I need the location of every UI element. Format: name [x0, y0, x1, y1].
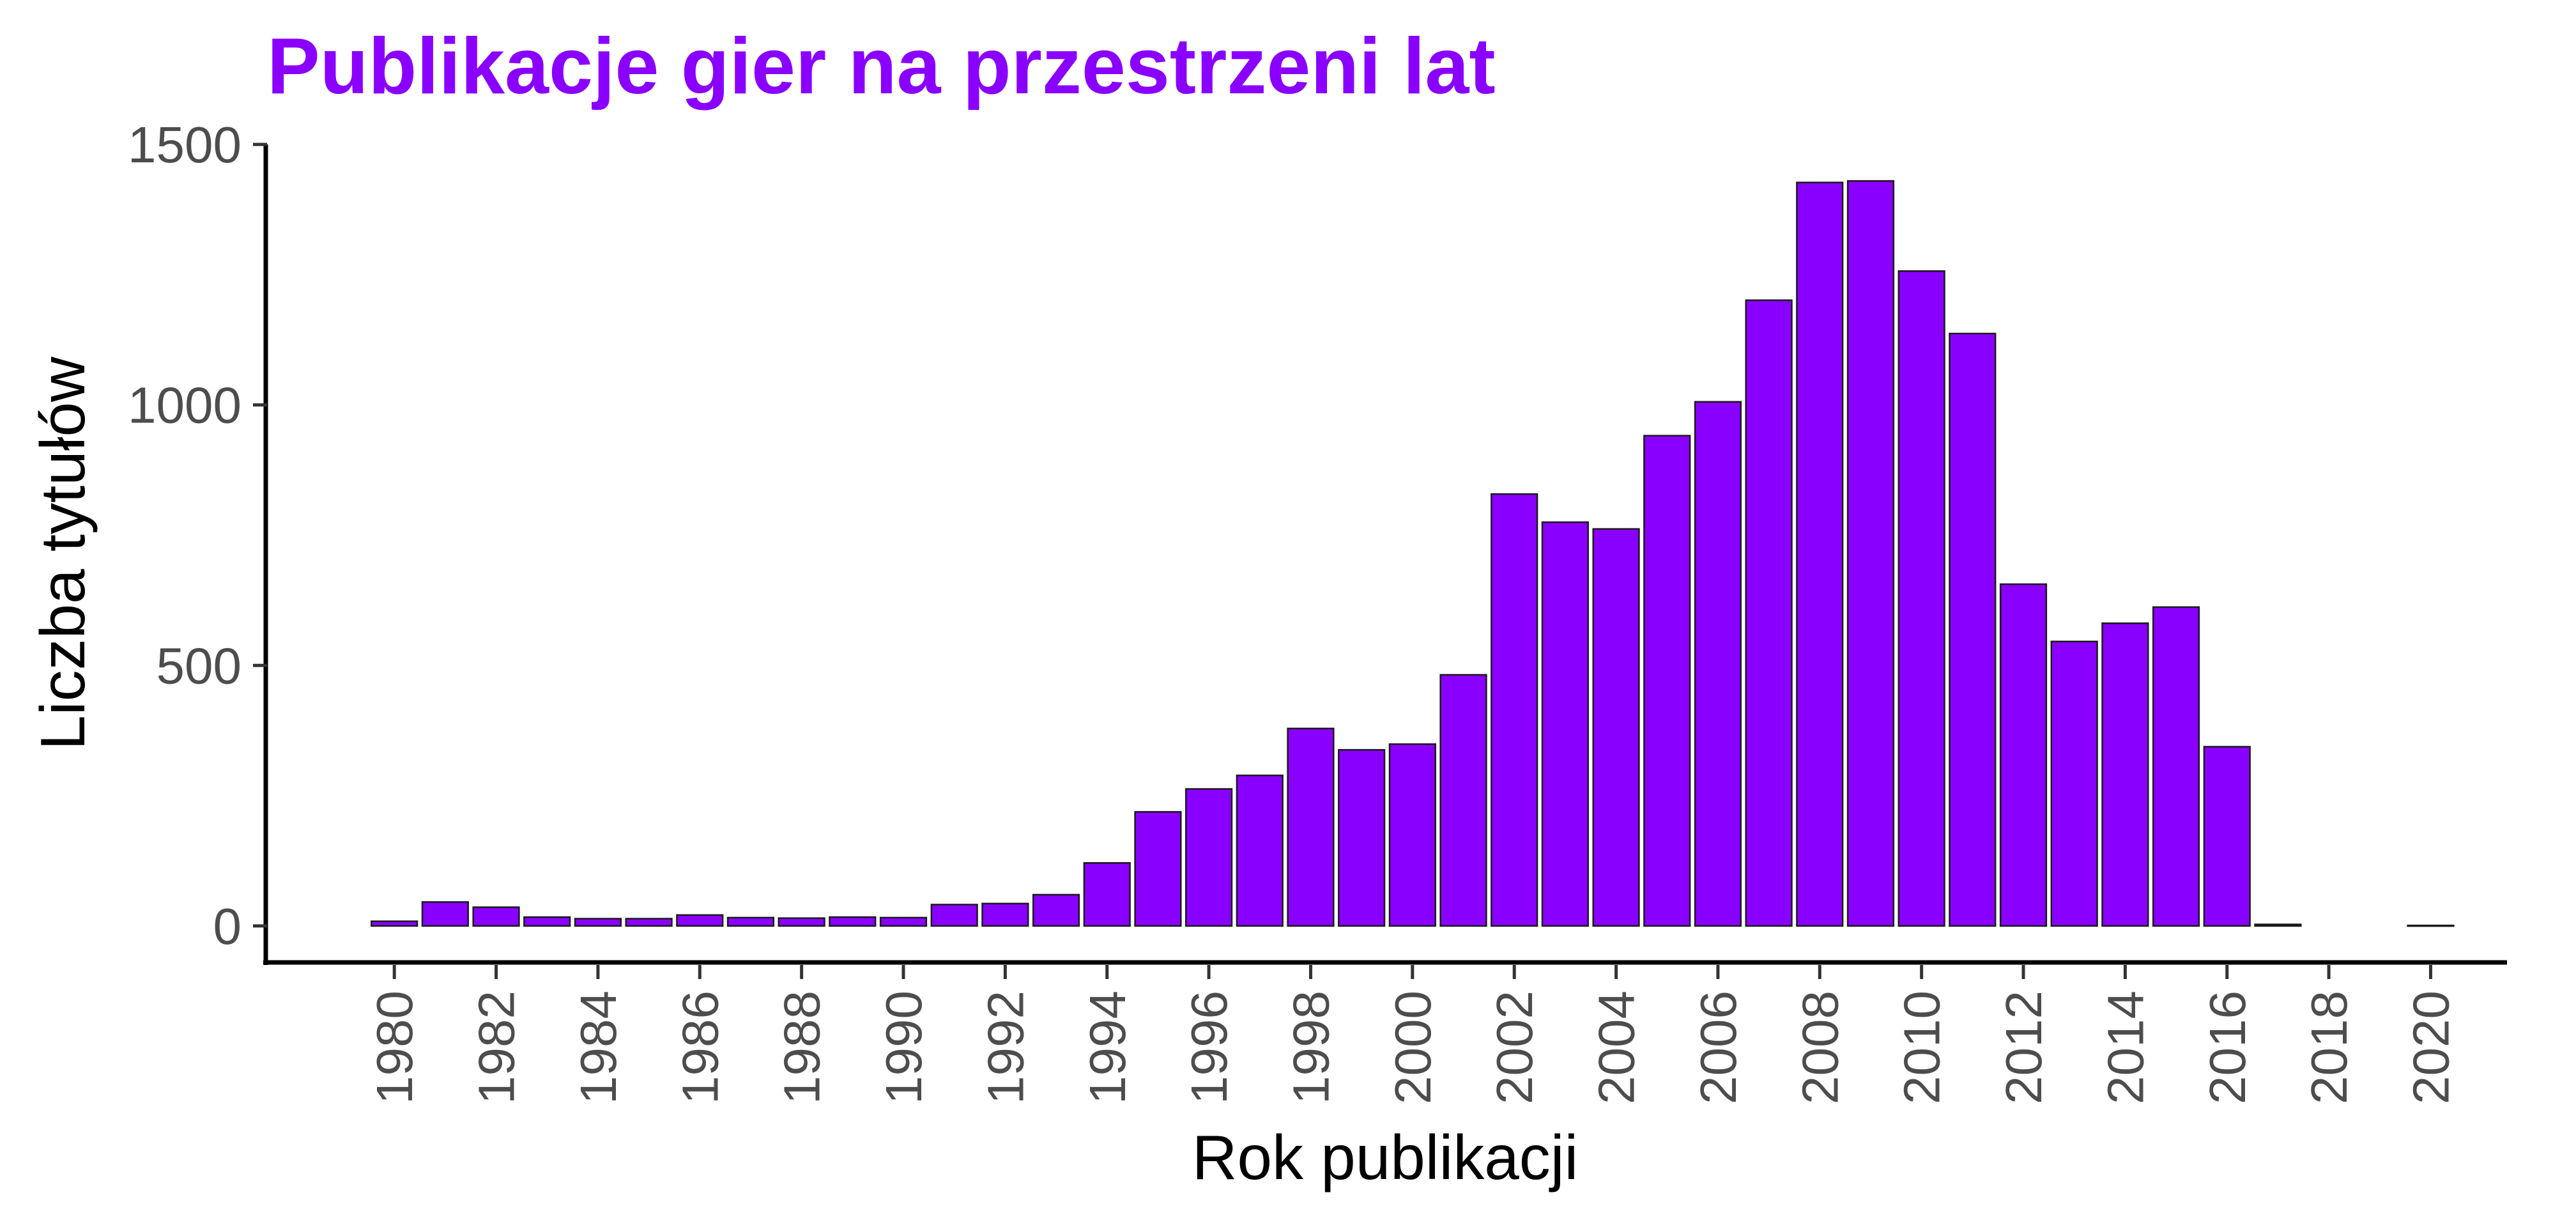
bar-1980 — [371, 920, 418, 927]
y-tick-label: 1000 — [128, 377, 241, 434]
x-tick-label: 1996 — [1181, 991, 1238, 1104]
bar-1988 — [778, 917, 825, 927]
x-tick-label: 2010 — [1894, 991, 1951, 1104]
x-tick-label: 2000 — [1384, 991, 1441, 1104]
x-tick-label: 2014 — [2097, 991, 2154, 1104]
bar-2003 — [1541, 521, 1589, 927]
bar-1990 — [879, 916, 928, 927]
bar-2004 — [1592, 528, 1640, 927]
x-tick-label: 1982 — [468, 991, 525, 1104]
bar-1995 — [1134, 811, 1182, 927]
bar-2017 — [2254, 923, 2302, 927]
bar-1981 — [421, 901, 469, 927]
bar-2006 — [1694, 401, 1742, 927]
x-tick-label: 1986 — [671, 991, 728, 1104]
y-tick-label: 500 — [157, 637, 241, 694]
bar-2012 — [1999, 583, 2048, 927]
bar-2008 — [1796, 181, 1844, 927]
x-tick-label: 1992 — [977, 991, 1034, 1104]
x-tick-label: 2016 — [2199, 991, 2256, 1104]
x-tick-label: 1988 — [774, 991, 831, 1104]
x-tick-label: 2012 — [1995, 991, 2052, 1104]
x-tick-label: 1980 — [366, 991, 423, 1104]
bars-group — [371, 180, 2455, 927]
bar-1984 — [574, 918, 622, 927]
x-tick-label: 2008 — [1791, 991, 1848, 1104]
bar-1998 — [1287, 727, 1335, 927]
bar-2011 — [1949, 332, 1997, 927]
bar-1992 — [981, 902, 1029, 927]
y-tick-label: 0 — [213, 898, 242, 955]
bar-1991 — [930, 904, 978, 927]
bar-1994 — [1083, 862, 1131, 927]
bar-1993 — [1032, 893, 1080, 927]
bar-1997 — [1236, 775, 1284, 927]
bar-1986 — [676, 914, 724, 927]
bar-2000 — [1388, 743, 1436, 927]
x-tick-label: 1994 — [1079, 991, 1136, 1104]
x-axis-title: Rok publikacji — [1192, 1122, 1579, 1192]
y-axis-title: Liczba tytułów — [27, 356, 98, 750]
bar-2001 — [1439, 674, 1487, 927]
bar-1989 — [829, 916, 877, 927]
chart-title: Publikacje gier na przestrzeni lat — [267, 22, 1496, 111]
bar-2014 — [2101, 622, 2149, 927]
bar-2002 — [1491, 493, 1538, 927]
bar-1985 — [625, 918, 673, 927]
bar-2020 — [2407, 924, 2455, 927]
y-axis-ticks: 0 500 1000 1500 — [128, 116, 267, 955]
x-tick-label: 1998 — [1282, 991, 1339, 1104]
bar-1983 — [523, 916, 571, 927]
x-tick-label: 2020 — [2402, 991, 2459, 1104]
y-tick-label: 1500 — [128, 116, 241, 173]
x-tick-label: 2018 — [2301, 991, 2358, 1104]
bar-2013 — [2050, 640, 2098, 927]
x-tick-label: 1990 — [875, 991, 932, 1104]
bar-2009 — [1846, 180, 1895, 927]
bar-2007 — [1745, 299, 1793, 927]
bar-1987 — [726, 916, 775, 927]
x-tick-label: 1984 — [570, 991, 627, 1104]
bar-2005 — [1643, 435, 1691, 927]
bar-2010 — [1897, 270, 1945, 927]
bar-2016 — [2203, 746, 2251, 927]
bar-1996 — [1185, 788, 1233, 927]
bar-2015 — [2152, 606, 2200, 927]
bar-1999 — [1338, 749, 1386, 927]
x-tick-label: 2006 — [1690, 991, 1747, 1104]
x-tick-label: 2004 — [1588, 991, 1645, 1104]
x-axis-ticks: 1980 1982 1984 1986 1988 1990 1992 1994 1996 1998… — [366, 965, 2459, 1104]
x-tick-label: 2002 — [1486, 991, 1543, 1104]
bar-1982 — [472, 906, 520, 927]
